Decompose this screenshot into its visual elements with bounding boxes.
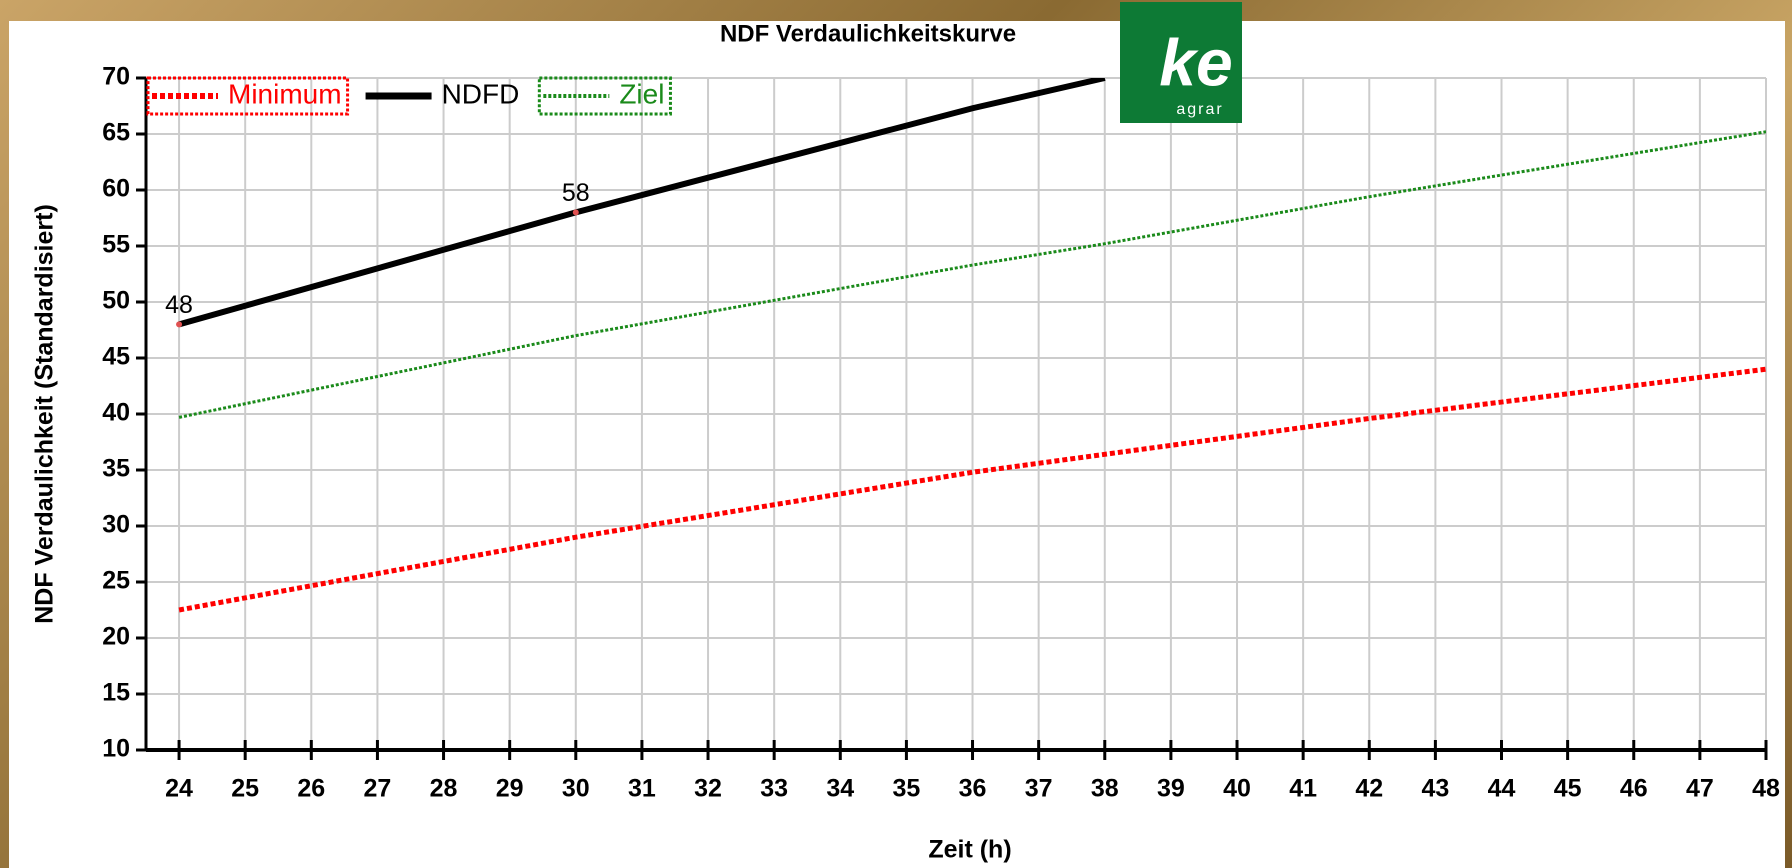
y-tick-label: 35: [102, 455, 130, 483]
x-tick-label: 31: [628, 775, 656, 803]
y-tick-label: 55: [102, 231, 130, 259]
y-tick-label: 65: [102, 119, 130, 147]
chart-title: NDF Verdaulichkeitskurve: [720, 20, 1016, 47]
plot-area: 10 15 20 25 30 35 40 45 50 55 60 65 70 24 25 26 27 28 29 30…: [102, 63, 1780, 803]
x-tick-label: 32: [694, 775, 722, 803]
data-point: [572, 209, 579, 216]
x-tick-label: 45: [1554, 775, 1582, 803]
y-axis-label: NDF Verdaulichkeit (Standardisiert): [31, 204, 59, 624]
x-tick-label: 28: [430, 775, 458, 803]
x-axis-label: Zeit (h): [928, 836, 1011, 864]
series-line: [178, 78, 1106, 328]
data-label: 48: [165, 291, 193, 319]
logo-text: agrar: [1176, 101, 1223, 118]
x-tick-label: 27: [364, 775, 392, 803]
x-tick-label: 24: [165, 775, 193, 803]
x-tick-label: 47: [1686, 775, 1714, 803]
y-tick-label: 30: [102, 511, 130, 539]
x-tick-label: 37: [1025, 775, 1053, 803]
x-tick-label: 30: [562, 775, 590, 803]
x-tick-label: 25: [231, 775, 259, 803]
x-tick-label: 35: [893, 775, 921, 803]
x-tick-label: 39: [1157, 775, 1185, 803]
x-tick-label: 36: [959, 775, 987, 803]
data-point: [176, 321, 183, 328]
y-tick-label: 50: [102, 287, 130, 315]
logo: ke agrar: [1120, 2, 1242, 123]
legend-label: NDFD: [442, 78, 520, 109]
legend-box: [146, 76, 350, 116]
x-tick-label: 42: [1355, 775, 1383, 803]
x-tick-label: 41: [1289, 775, 1317, 803]
logo-mark: ke: [1159, 25, 1232, 99]
x-tick-label: 43: [1421, 775, 1449, 803]
y-tick-label: 10: [102, 735, 130, 763]
y-tick-label: 60: [102, 175, 130, 203]
legend-box: [537, 76, 672, 116]
x-tick-label: 40: [1223, 775, 1251, 803]
x-tick-label: 38: [1091, 775, 1119, 803]
y-tick-label: 25: [102, 567, 130, 595]
y-tick-label: 70: [102, 63, 130, 91]
x-tick-label: 48: [1752, 775, 1780, 803]
y-tick-label: 15: [102, 679, 130, 707]
series-line: [178, 130, 1766, 419]
series-line: [178, 366, 1766, 613]
legend-label: Minimum: [228, 78, 342, 109]
logo-box: [1120, 2, 1242, 123]
x-tick-label: 29: [496, 775, 524, 803]
panel: [9, 21, 1785, 868]
x-tick-label: 46: [1620, 775, 1648, 803]
y-tick-label: 45: [102, 343, 130, 371]
x-tick-label: 26: [297, 775, 325, 803]
y-tick-label: 40: [102, 399, 130, 427]
data-label: 58: [562, 179, 590, 207]
y-tick-label: 20: [102, 623, 130, 651]
x-tick-label: 44: [1488, 775, 1516, 803]
x-tick-label: 33: [760, 775, 788, 803]
legend-label: Ziel: [619, 78, 664, 109]
x-tick-label: 34: [826, 775, 854, 803]
